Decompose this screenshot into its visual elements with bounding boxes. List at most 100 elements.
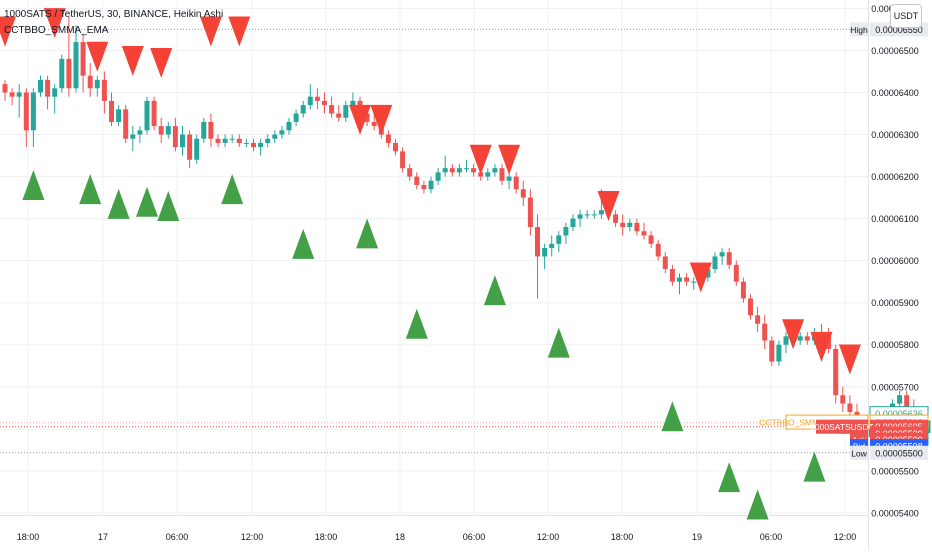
x-axis-tick-label: 12:00	[241, 532, 264, 542]
candle	[549, 235, 555, 257]
candle-body	[485, 172, 491, 177]
candle-body	[151, 100, 157, 127]
candle	[80, 33, 86, 93]
candle-body	[897, 395, 903, 404]
price-tag-value: 0.00005500	[875, 448, 923, 458]
buy-signal-triangle	[746, 489, 769, 520]
candle	[414, 172, 420, 190]
candle-body	[847, 403, 853, 412]
candle	[556, 231, 562, 253]
candle-body	[229, 138, 235, 140]
candle-body	[16, 92, 22, 97]
candle-body	[520, 189, 526, 198]
sell-signal-triangle	[782, 319, 805, 350]
buy-signal-triangle	[221, 174, 244, 205]
candle-body	[456, 168, 462, 173]
x-axis-tick-label: 18:00	[17, 532, 40, 542]
candle	[38, 75, 43, 97]
candle	[669, 264, 675, 286]
candle	[45, 75, 51, 110]
candle-body	[116, 109, 122, 122]
candle-body	[776, 344, 782, 362]
candle-body	[669, 269, 675, 282]
candle	[215, 134, 221, 148]
candle-body	[506, 176, 512, 181]
candle-body	[279, 130, 285, 135]
candle	[151, 96, 157, 131]
candle-body	[101, 79, 107, 101]
candle	[677, 273, 682, 295]
candle	[144, 96, 150, 135]
candle-body	[648, 235, 654, 244]
buy-signal-triangle	[405, 308, 428, 339]
symbol-title: 1000SATS / TetherUS, 30, BINANCE, Heikin…	[4, 9, 224, 20]
candle-body	[733, 264, 739, 282]
candle-body	[130, 134, 136, 139]
candle-body	[641, 231, 647, 236]
candle-body	[9, 92, 15, 97]
candle-body	[499, 168, 505, 181]
candle	[712, 252, 718, 274]
candle-body	[414, 176, 420, 185]
candle-body	[542, 248, 548, 257]
candle	[180, 126, 185, 156]
candle-body	[251, 142, 256, 148]
candle	[783, 332, 789, 354]
candle	[655, 239, 661, 261]
buy-signal-triangle	[547, 327, 570, 358]
buy-signal-triangle	[292, 228, 315, 259]
indicator-name[interactable]: CCTBBO_SMMA_EMA	[4, 25, 109, 36]
y-axis-tick-label: 0.00006000	[871, 256, 919, 266]
sell-signal-triangle	[199, 16, 222, 47]
sell-signal-triangle	[86, 41, 109, 72]
candle	[840, 386, 846, 412]
candle-body	[385, 134, 391, 143]
buy-signal-triangle	[22, 169, 45, 200]
x-axis-tick-label: 06:00	[760, 532, 783, 542]
y-axis-tick-label: 0.00006200	[871, 172, 919, 182]
candle	[123, 105, 129, 143]
candle	[748, 294, 753, 320]
candle	[16, 84, 22, 118]
candle-body	[584, 214, 590, 216]
candle-body	[556, 235, 562, 244]
candle-body	[684, 277, 690, 282]
candle-body	[187, 134, 193, 160]
candle	[833, 344, 839, 404]
candle-body	[23, 92, 29, 131]
candle	[627, 218, 633, 232]
candle	[94, 75, 100, 97]
candle-body	[123, 109, 129, 139]
candle	[407, 163, 413, 181]
candle	[797, 332, 803, 345]
candle-body	[314, 96, 320, 101]
candle	[23, 88, 29, 148]
buy-signal-triangle	[107, 188, 130, 219]
candle	[400, 147, 406, 173]
currency-button[interactable]: USDT	[890, 4, 922, 28]
candle-body	[840, 395, 846, 404]
candle-body	[52, 88, 58, 97]
candle	[662, 252, 668, 274]
candle-body	[407, 168, 413, 177]
candle-body	[293, 113, 299, 122]
candle	[421, 180, 427, 194]
candle-body	[165, 126, 171, 135]
candle-body	[527, 197, 533, 228]
candle-body	[336, 113, 342, 118]
buy-signal-triangle	[661, 401, 684, 432]
candle	[755, 306, 761, 333]
candle	[442, 155, 448, 177]
candle-body	[243, 142, 249, 144]
x-axis-tick-label: 18	[395, 532, 405, 542]
candle	[343, 100, 349, 122]
candle	[719, 248, 725, 265]
candle-body	[435, 172, 441, 181]
candle	[492, 163, 498, 177]
candle-body	[87, 75, 93, 89]
candle	[130, 126, 136, 152]
candle-body	[769, 340, 775, 362]
x-axis-tick-label: 12:00	[834, 532, 857, 542]
